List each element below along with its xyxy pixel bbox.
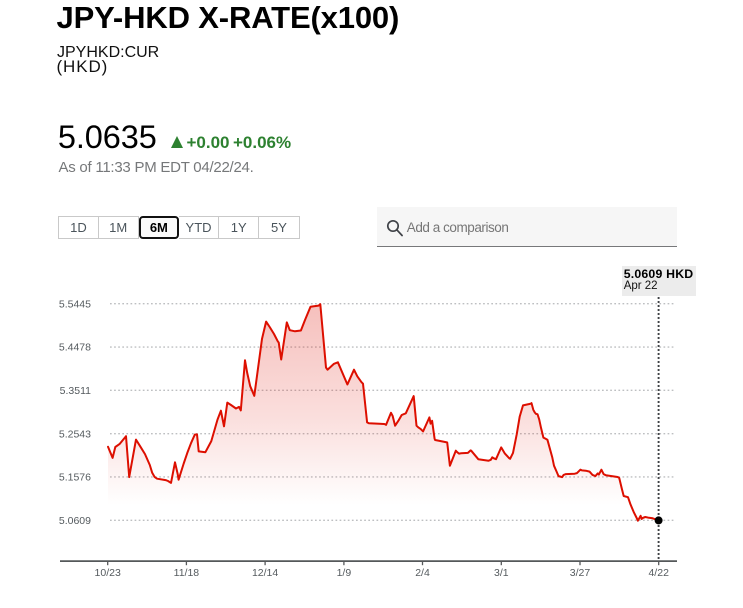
svg-text:4/22: 4/22: [648, 567, 669, 579]
svg-text:5.4478: 5.4478: [59, 342, 91, 354]
svg-text:5.1576: 5.1576: [59, 472, 91, 484]
svg-text:5.0609: 5.0609: [59, 515, 91, 527]
svg-text:1/9: 1/9: [337, 567, 352, 579]
svg-text:5.5445: 5.5445: [59, 298, 91, 310]
svg-text:2/4: 2/4: [415, 567, 430, 579]
svg-text:5.2543: 5.2543: [59, 428, 91, 440]
svg-text:3/1: 3/1: [494, 567, 509, 579]
svg-text:3/27: 3/27: [570, 567, 591, 579]
svg-text:12/14: 12/14: [252, 567, 278, 579]
svg-text:10/23: 10/23: [95, 567, 121, 579]
svg-text:11/18: 11/18: [174, 567, 200, 579]
svg-text:5.3511: 5.3511: [60, 385, 91, 397]
